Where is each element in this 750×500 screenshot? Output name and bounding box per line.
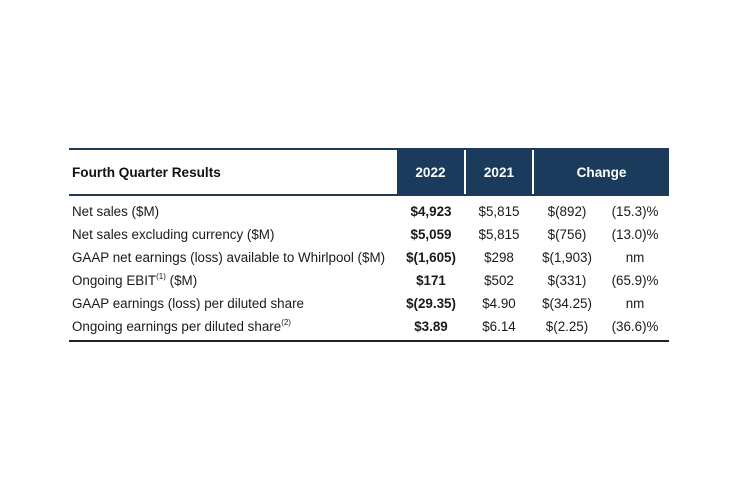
row-label: Net sales excluding currency ($M): [69, 223, 397, 246]
value-2021: $4.90: [482, 296, 516, 311]
row-label: GAAP earnings (loss) per diluted share: [69, 292, 397, 315]
row-label: Net sales ($M): [69, 195, 397, 223]
value-2021: $502: [484, 273, 514, 288]
row-label: Ongoing EBIT(1) ($M): [69, 269, 397, 292]
table-row: Ongoing EBIT(1) ($M) $171 $502 $(331) (6…: [69, 269, 669, 292]
column-header-change: Change: [531, 148, 670, 196]
row-label-text: Ongoing earnings per diluted share: [72, 319, 282, 334]
change-amount: $(34.25): [542, 296, 592, 311]
row-label-suffix: ($M): [165, 273, 198, 288]
value-2021: $5,815: [478, 227, 520, 242]
value-2021: $5,815: [478, 204, 520, 219]
change-percent: nm: [625, 296, 645, 311]
change-percent: (65.9)%: [611, 273, 659, 288]
value-2021: $6.14: [465, 315, 533, 342]
change-amount: $(331): [547, 273, 587, 288]
row-label: GAAP net earnings (loss) available to Wh…: [69, 246, 397, 269]
change-amount: $(1,903): [542, 250, 592, 265]
row-label-text: GAAP net earnings (loss) available to Wh…: [72, 250, 386, 265]
column-header-2021: 2021: [464, 148, 533, 196]
row-label-text: Net sales ($M): [72, 204, 160, 219]
table-row: Net sales ($M) $4,923 $5,815 $(892) (15.…: [69, 195, 669, 223]
change-percent: (36.6)%: [601, 315, 670, 342]
table-row: Ongoing earnings per diluted share(2) $3…: [69, 315, 670, 342]
value-2022: $(29.35): [406, 296, 456, 311]
table-row: GAAP net earnings (loss) available to Wh…: [69, 246, 669, 269]
row-label-text: GAAP earnings (loss) per diluted share: [72, 296, 304, 311]
table-row: GAAP earnings (loss) per diluted share $…: [69, 292, 669, 315]
change-percent: (15.3)%: [611, 204, 659, 219]
row-label-text: Net sales excluding currency ($M): [72, 227, 275, 242]
row-label-text: Ongoing EBIT: [72, 273, 157, 288]
column-header-2022: 2022: [397, 148, 465, 196]
change-amount: $(2.25): [533, 315, 601, 342]
value-2022: $4,923: [410, 204, 452, 219]
change-amount: $(892): [547, 204, 587, 219]
change-percent: nm: [625, 250, 645, 265]
table-header: Fourth Quarter Results 2022 2021 Change: [69, 148, 670, 196]
value-2022: $5,059: [410, 227, 452, 242]
value-2021: $298: [484, 250, 514, 265]
change-percent: (13.0)%: [611, 227, 659, 242]
table-row: Net sales excluding currency ($M) $5,059…: [69, 223, 669, 246]
fourth-quarter-results-table: Fourth Quarter Results 2022 2021 Change …: [69, 148, 670, 342]
change-amount: $(756): [547, 227, 587, 242]
row-label: Ongoing earnings per diluted share(2): [69, 315, 397, 342]
table-title: Fourth Quarter Results: [69, 148, 397, 196]
footnote-marker: (2): [281, 318, 291, 327]
value-2022: $171: [416, 273, 446, 288]
value-2022: $(1,605): [406, 250, 456, 265]
value-2022: $3.89: [397, 315, 465, 342]
footnote-marker: (1): [156, 272, 166, 281]
